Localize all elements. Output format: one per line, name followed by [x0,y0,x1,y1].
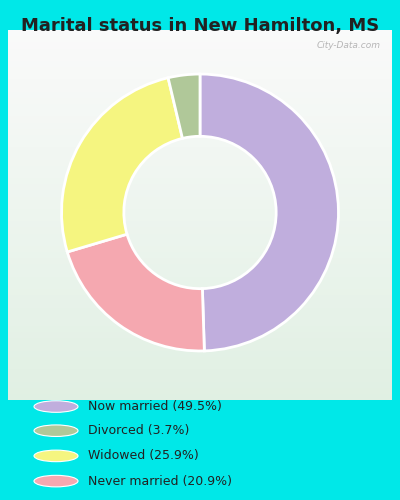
Bar [8,320,392,326]
Text: Divorced (3.7%): Divorced (3.7%) [88,424,189,437]
Bar [8,283,392,289]
Bar [8,388,392,394]
Bar [8,98,392,104]
Circle shape [34,450,78,462]
Bar [8,110,392,116]
Bar [8,276,392,283]
Bar [8,394,392,400]
Bar [8,202,392,209]
Wedge shape [168,74,200,138]
Bar [8,190,392,196]
Circle shape [34,425,78,436]
Bar [8,338,392,344]
Bar [8,141,392,147]
Bar [8,332,392,338]
Text: Now married (49.5%): Now married (49.5%) [88,400,222,413]
Bar [8,172,392,178]
Text: City-Data.com: City-Data.com [316,41,380,50]
Bar [8,166,392,172]
Bar [8,92,392,98]
Bar [8,369,392,376]
Bar [8,48,392,54]
Bar [8,116,392,122]
Wedge shape [200,74,338,351]
Bar [8,326,392,332]
Circle shape [34,401,78,412]
Bar [8,228,392,234]
Bar [8,314,392,320]
Bar [8,350,392,357]
Bar [8,289,392,295]
Bar [8,54,392,61]
Bar [8,80,392,86]
Bar [8,209,392,215]
Bar [8,67,392,73]
Bar [8,154,392,160]
Bar [8,36,392,43]
Bar [8,128,392,135]
Text: Never married (20.9%): Never married (20.9%) [88,474,232,488]
Bar [8,252,392,258]
Bar [8,30,392,36]
Bar [8,215,392,221]
Bar [8,122,392,128]
Bar [8,264,392,270]
Bar [8,270,392,276]
Wedge shape [62,78,182,252]
Bar [8,221,392,228]
Bar [8,240,392,246]
Bar [8,382,392,388]
Bar [8,295,392,302]
Bar [8,196,392,202]
Bar [8,42,392,48]
Bar [8,61,392,67]
Text: Widowed (25.9%): Widowed (25.9%) [88,450,199,462]
Bar [8,73,392,80]
Bar [8,302,392,308]
Text: Marital status in New Hamilton, MS: Marital status in New Hamilton, MS [21,18,379,36]
Wedge shape [67,234,204,351]
Bar [8,376,392,382]
Bar [8,246,392,252]
Bar [8,160,392,166]
Bar [8,135,392,141]
Circle shape [34,476,78,487]
Bar [8,104,392,110]
Bar [8,184,392,190]
Bar [8,344,392,350]
Bar [8,357,392,363]
Bar [8,86,392,91]
Bar [8,258,392,264]
Bar [8,308,392,314]
Bar [8,234,392,239]
Bar [8,363,392,369]
Bar [8,147,392,154]
Bar [8,178,392,184]
